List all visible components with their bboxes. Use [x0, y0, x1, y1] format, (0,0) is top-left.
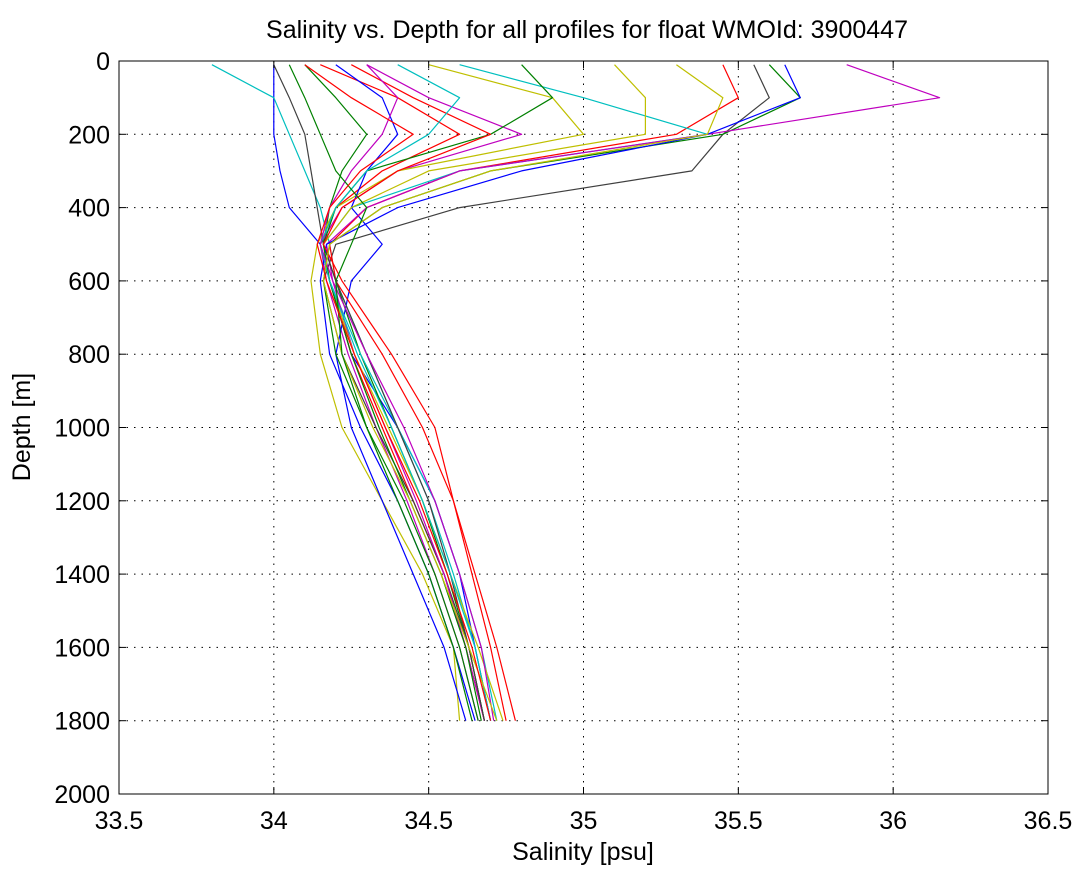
profile-line-8 [335, 64, 467, 721]
y-tick-label: 200 [68, 121, 110, 149]
y-tick-label: 600 [68, 268, 110, 296]
x-axis-title: Salinity [psu] [512, 838, 654, 866]
y-tick-label: 1800 [54, 708, 110, 736]
y-tick-label: 1000 [54, 415, 110, 443]
y-tick-label: 1400 [54, 561, 110, 589]
x-tick-label: 33.5 [95, 807, 144, 835]
x-tick-label: 35 [570, 807, 598, 835]
y-tick-label: 400 [68, 195, 110, 223]
x-tick-label: 36 [879, 807, 907, 835]
profile-line-22 [304, 64, 492, 721]
x-tick-label: 34.5 [404, 807, 453, 835]
x-tick-label: 36.5 [1024, 807, 1073, 835]
profile-line-21 [288, 64, 473, 721]
y-tick-label: 2000 [54, 781, 110, 809]
y-tick-label: 0 [96, 48, 110, 76]
y-axis-title: Depth [m] [8, 373, 36, 481]
profile-line-6 [310, 64, 585, 721]
y-tick-label: 1600 [54, 634, 110, 662]
profile-line-18 [319, 64, 492, 721]
y-axis-ticks: 0 200 400 600 800 1000 1200 1400 1600 1800 2000 [54, 48, 1048, 809]
profile-line-17 [322, 64, 507, 721]
x-tick-label: 34 [260, 807, 288, 835]
profile-lines [211, 64, 941, 721]
x-tick-label: 35.5 [714, 807, 763, 835]
x-axis-ticks: 33.5 34 34.5 35 35.5 36 36.5 [95, 61, 1073, 835]
y-tick-label: 800 [68, 341, 110, 369]
profile-line-20 [322, 64, 724, 721]
plot-area [211, 64, 941, 721]
profile-line-19 [319, 64, 495, 721]
chart-title: Salinity vs. Depth for all profiles for … [266, 16, 908, 44]
y-tick-label: 1200 [54, 488, 110, 516]
